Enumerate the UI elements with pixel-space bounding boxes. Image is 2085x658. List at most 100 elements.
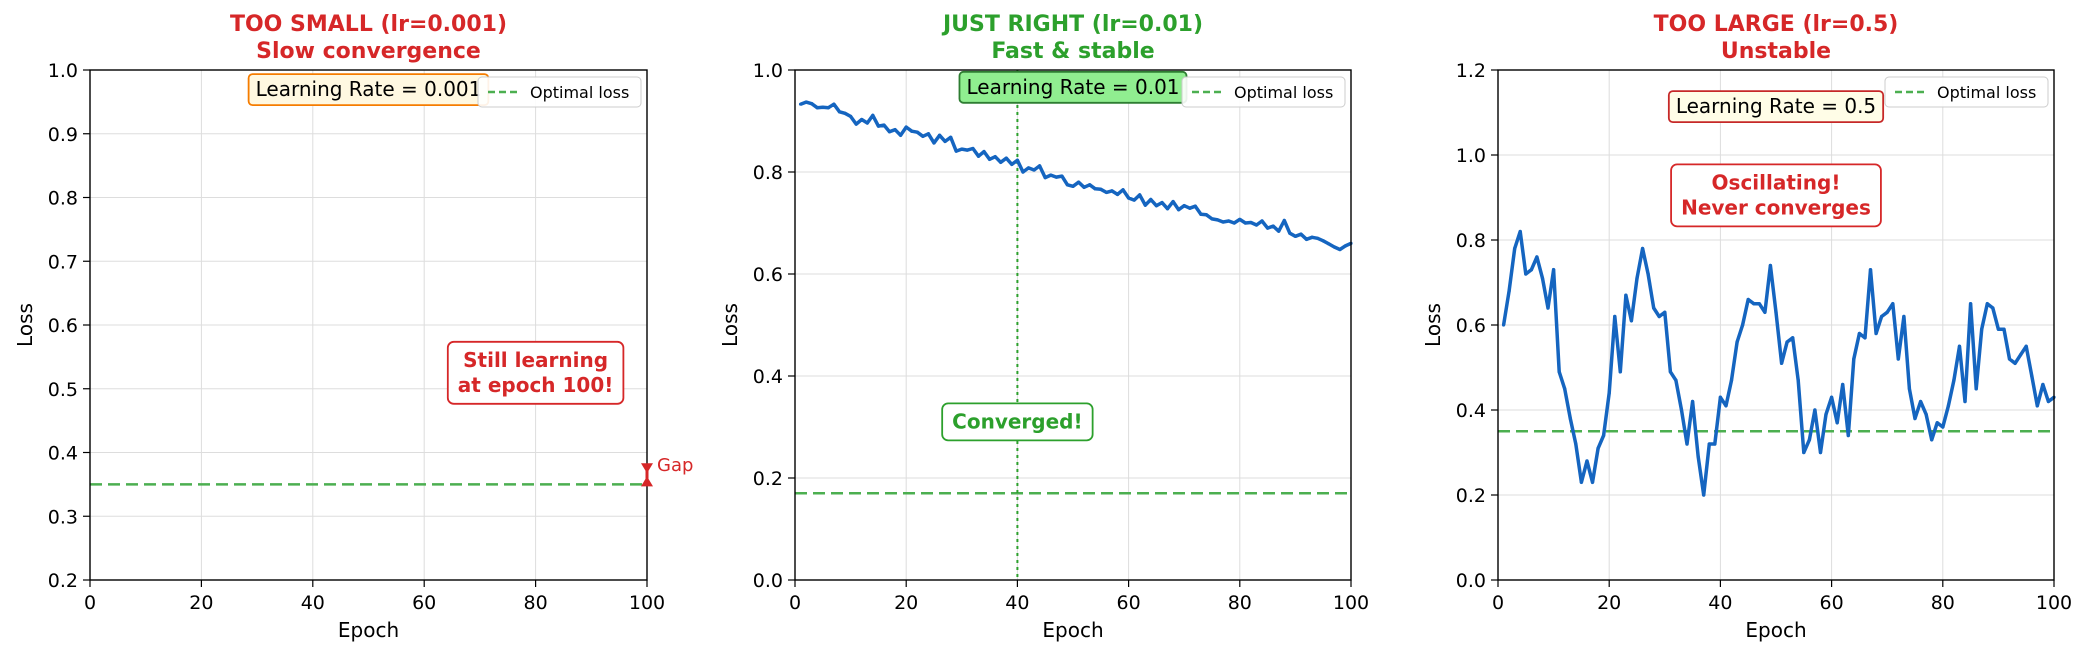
loss-point bbox=[976, 154, 981, 158]
y-tick-label: 0.7 bbox=[48, 251, 78, 273]
annotation-text: Oscillating! bbox=[1712, 170, 1841, 194]
loss-point bbox=[988, 157, 992, 161]
loss-point bbox=[937, 133, 942, 137]
loss-point bbox=[1177, 208, 1181, 212]
loss-series-line bbox=[1501, 229, 2056, 497]
loss-point bbox=[1254, 223, 1259, 227]
loss-point bbox=[1796, 378, 1800, 382]
chart-subtitle: Unstable bbox=[1721, 39, 1831, 64]
loss-point bbox=[1785, 340, 1789, 344]
loss-point bbox=[2030, 374, 2034, 378]
loss-point bbox=[1043, 176, 1047, 180]
loss-point bbox=[1540, 276, 1545, 280]
y-tick-label: 0.4 bbox=[48, 443, 78, 465]
loss-point bbox=[865, 121, 869, 125]
loss-point bbox=[1629, 319, 1634, 323]
loss-point bbox=[1338, 247, 1342, 252]
annotation-text: Still learning bbox=[463, 348, 608, 372]
x-tick-label: 80 bbox=[1228, 592, 1252, 614]
loss-point bbox=[849, 114, 853, 119]
loss-point bbox=[1685, 442, 1689, 446]
y-tick-label: 0.8 bbox=[1456, 230, 1486, 252]
loss-point bbox=[1991, 306, 1995, 310]
x-tick-label: 20 bbox=[1597, 592, 1621, 614]
loss-point bbox=[1974, 387, 1978, 391]
loss-point bbox=[1846, 433, 1850, 438]
legend-box bbox=[1884, 76, 2049, 108]
x-tick-label: 20 bbox=[189, 592, 213, 614]
loss-point bbox=[1841, 382, 1845, 387]
loss-point bbox=[1880, 314, 1884, 319]
loss-point bbox=[1741, 323, 1745, 327]
loss-point bbox=[1791, 336, 1795, 340]
loss-point bbox=[1891, 302, 1895, 306]
loss-point bbox=[1907, 387, 1912, 391]
loss-series-line bbox=[799, 100, 1352, 252]
x-tick-label: 100 bbox=[2036, 592, 2072, 614]
loss-point bbox=[832, 102, 836, 106]
loss-point bbox=[965, 148, 969, 152]
loss-point bbox=[1868, 268, 1873, 272]
loss-point bbox=[1618, 370, 1622, 374]
loss-point bbox=[1824, 412, 1828, 416]
loss-point bbox=[1952, 378, 1956, 382]
chart-title: JUST RIGHT (lr=0.01) bbox=[941, 12, 1203, 37]
loss-point bbox=[1579, 480, 1583, 484]
loss-point bbox=[1215, 218, 1220, 222]
loss-point bbox=[1121, 188, 1125, 192]
loss-point bbox=[1332, 245, 1336, 249]
y-axis-label: Loss bbox=[13, 303, 37, 347]
loss-point bbox=[1004, 156, 1008, 160]
loss-point bbox=[1138, 193, 1142, 197]
x-axis-label: Epoch bbox=[338, 618, 399, 642]
loss-point bbox=[1918, 399, 1923, 404]
loss-point bbox=[826, 106, 830, 110]
loss-point bbox=[1768, 263, 1773, 268]
loss-point bbox=[1149, 197, 1153, 202]
loss-point bbox=[1590, 480, 1595, 484]
chart-panel-2: 0 20 40 60 80 100 0.0 0.2 0.4 0.6 0.8 1.0 Epoch Loss J… bbox=[718, 12, 1369, 642]
loss-point bbox=[1935, 421, 1939, 425]
loss-point bbox=[932, 141, 936, 145]
loss-point bbox=[1049, 173, 1053, 177]
loss-point bbox=[1707, 442, 1711, 446]
loss-point bbox=[810, 102, 814, 106]
loss-point bbox=[860, 117, 864, 122]
loss-point bbox=[1802, 450, 1806, 455]
loss-point bbox=[804, 100, 808, 104]
loss-point bbox=[949, 135, 953, 139]
loss-point bbox=[926, 132, 931, 136]
learning-rate-label: Learning Rate = 0.01 bbox=[966, 75, 1179, 99]
x-tick-label: 60 bbox=[1117, 592, 1141, 614]
loss-point bbox=[1818, 450, 1823, 455]
loss-point bbox=[1885, 310, 1889, 314]
loss-point bbox=[1996, 327, 2000, 331]
loss-point bbox=[1243, 221, 1247, 225]
loss-point bbox=[1299, 232, 1303, 236]
loss-point bbox=[1021, 170, 1025, 174]
loss-point bbox=[821, 105, 825, 109]
x-tick-label: 80 bbox=[524, 592, 548, 614]
y-tick-label: 1.2 bbox=[1456, 60, 1486, 82]
loss-point bbox=[899, 133, 903, 137]
loss-point bbox=[1729, 378, 1734, 382]
y-tick-label: 1.0 bbox=[1456, 145, 1486, 167]
chart-subtitle: Fast & stable bbox=[991, 39, 1154, 64]
loss-point bbox=[1957, 344, 1962, 348]
loss-point bbox=[1249, 220, 1253, 225]
loss-point bbox=[1026, 166, 1031, 170]
loss-point bbox=[1160, 201, 1164, 205]
loss-point bbox=[1093, 187, 1097, 191]
loss-point bbox=[1902, 314, 1906, 319]
loss-point bbox=[915, 130, 919, 134]
loss-point bbox=[1316, 236, 1320, 240]
loss-point bbox=[1154, 204, 1158, 208]
loss-point bbox=[921, 134, 925, 138]
loss-point bbox=[2019, 353, 2023, 357]
loss-point bbox=[887, 130, 892, 134]
loss-point bbox=[1696, 455, 1700, 459]
annotation-text: Never converges bbox=[1681, 195, 1871, 219]
loss-point bbox=[1774, 310, 1778, 314]
loss-point bbox=[2007, 357, 2012, 361]
